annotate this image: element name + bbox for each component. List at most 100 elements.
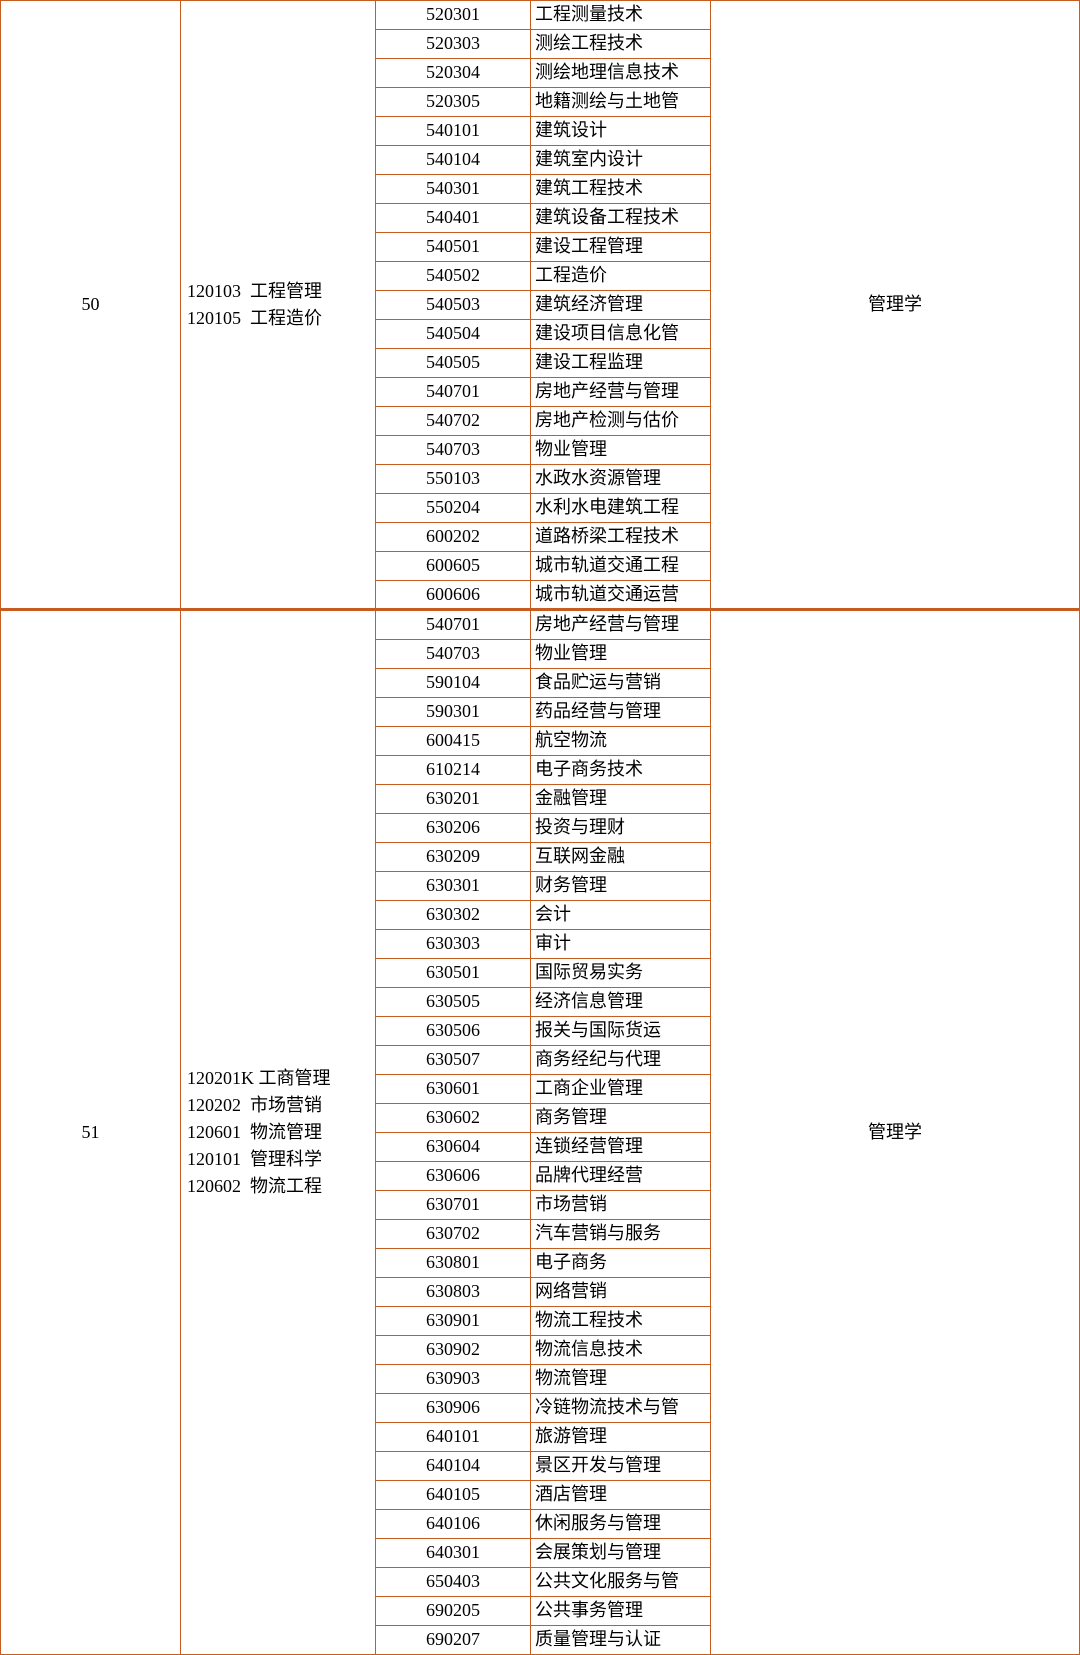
course-code: 600605	[376, 552, 531, 581]
course-name: 工商企业管理	[531, 1074, 711, 1103]
course-name: 公共文化服务与管	[531, 1567, 711, 1596]
course-name: 物业管理	[531, 436, 711, 465]
course-code: 540503	[376, 291, 531, 320]
course-name: 物业管理	[531, 639, 711, 668]
course-name: 汽车营销与服务	[531, 1219, 711, 1248]
major-line: 120105 工程造价	[187, 305, 371, 332]
course-code: 540701	[376, 378, 531, 407]
course-name: 公共事务管理	[531, 1596, 711, 1625]
course-name: 物流管理	[531, 1364, 711, 1393]
major-line: 120103 工程管理	[187, 278, 371, 305]
course-code: 540702	[376, 407, 531, 436]
course-code: 540703	[376, 436, 531, 465]
course-code: 630902	[376, 1335, 531, 1364]
course-code: 540501	[376, 233, 531, 262]
course-name: 房地产经营与管理	[531, 610, 711, 639]
section-index: 51	[1, 610, 181, 1654]
major-line: 120602 物流工程	[187, 1173, 371, 1200]
course-name: 建设工程管理	[531, 233, 711, 262]
course-name: 互联网金融	[531, 842, 711, 871]
course-code: 630601	[376, 1074, 531, 1103]
course-name: 房地产检测与估价	[531, 407, 711, 436]
course-name: 工程造价	[531, 262, 711, 291]
course-code: 520303	[376, 30, 531, 59]
course-name: 质量管理与认证	[531, 1625, 711, 1654]
course-name: 药品经营与管理	[531, 697, 711, 726]
course-name: 景区开发与管理	[531, 1451, 711, 1480]
table-row: 50120103 工程管理120105 工程造价520301工程测量技术管理学	[1, 1, 1080, 30]
course-code: 630209	[376, 842, 531, 871]
course-name: 休闲服务与管理	[531, 1509, 711, 1538]
course-code: 630302	[376, 900, 531, 929]
course-code: 630801	[376, 1248, 531, 1277]
course-code: 630501	[376, 958, 531, 987]
course-name: 酒店管理	[531, 1480, 711, 1509]
course-code: 650403	[376, 1567, 531, 1596]
course-code: 520305	[376, 88, 531, 117]
course-code: 630505	[376, 987, 531, 1016]
course-name: 连锁经营管理	[531, 1132, 711, 1161]
course-name: 水利水电建筑工程	[531, 494, 711, 523]
course-name: 食品贮运与营销	[531, 668, 711, 697]
course-name: 商务管理	[531, 1103, 711, 1132]
course-code: 690205	[376, 1596, 531, 1625]
course-name: 建筑经济管理	[531, 291, 711, 320]
course-name: 建筑设备工程技术	[531, 204, 711, 233]
major-line: 120101 管理科学	[187, 1146, 371, 1173]
course-name: 建筑工程技术	[531, 175, 711, 204]
major-line: 120201K 工商管理	[187, 1065, 371, 1092]
course-name: 建筑室内设计	[531, 146, 711, 175]
course-name: 国际贸易实务	[531, 958, 711, 987]
course-name: 房地产经营与管理	[531, 378, 711, 407]
course-code: 640101	[376, 1422, 531, 1451]
section-category: 管理学	[711, 610, 1080, 1654]
course-code: 590104	[376, 668, 531, 697]
course-name: 市场营销	[531, 1190, 711, 1219]
course-code: 630906	[376, 1393, 531, 1422]
section-category: 管理学	[711, 1, 1080, 610]
course-name: 航空物流	[531, 726, 711, 755]
course-name: 城市轨道交通工程	[531, 552, 711, 581]
course-name: 投资与理财	[531, 813, 711, 842]
course-name: 审计	[531, 929, 711, 958]
course-name: 电子商务技术	[531, 755, 711, 784]
course-code: 630803	[376, 1277, 531, 1306]
course-code: 540703	[376, 639, 531, 668]
course-code: 630301	[376, 871, 531, 900]
course-code: 640105	[376, 1480, 531, 1509]
course-code: 540502	[376, 262, 531, 291]
course-name: 工程测量技术	[531, 1, 711, 30]
major-line: 120202 市场营销	[187, 1092, 371, 1119]
course-name: 物流信息技术	[531, 1335, 711, 1364]
course-code: 540401	[376, 204, 531, 233]
course-code: 550103	[376, 465, 531, 494]
course-code: 540505	[376, 349, 531, 378]
course-code: 640301	[376, 1538, 531, 1567]
course-code: 520301	[376, 1, 531, 30]
course-name: 测绘工程技术	[531, 30, 711, 59]
table-row: 51120201K 工商管理120202 市场营销120601 物流管理1201…	[1, 610, 1080, 639]
course-name: 财务管理	[531, 871, 711, 900]
course-code: 630206	[376, 813, 531, 842]
course-name: 测绘地理信息技术	[531, 59, 711, 88]
course-code: 630507	[376, 1045, 531, 1074]
section-majors: 120201K 工商管理120202 市场营销120601 物流管理120101…	[181, 610, 376, 1654]
course-code: 600202	[376, 523, 531, 552]
course-code: 540101	[376, 117, 531, 146]
course-name: 建筑设计	[531, 117, 711, 146]
course-name: 电子商务	[531, 1248, 711, 1277]
course-code: 590301	[376, 697, 531, 726]
course-name: 旅游管理	[531, 1422, 711, 1451]
course-name: 水政水资源管理	[531, 465, 711, 494]
course-name: 报关与国际货运	[531, 1016, 711, 1045]
course-code: 630702	[376, 1219, 531, 1248]
course-code: 630604	[376, 1132, 531, 1161]
course-code: 600415	[376, 726, 531, 755]
major-mapping-table: 50120103 工程管理120105 工程造价520301工程测量技术管理学5…	[0, 0, 1080, 1655]
course-name: 金融管理	[531, 784, 711, 813]
course-name: 城市轨道交通运营	[531, 581, 711, 610]
course-code: 630201	[376, 784, 531, 813]
course-name: 建设项目信息化管	[531, 320, 711, 349]
course-name: 会计	[531, 900, 711, 929]
course-name: 经济信息管理	[531, 987, 711, 1016]
